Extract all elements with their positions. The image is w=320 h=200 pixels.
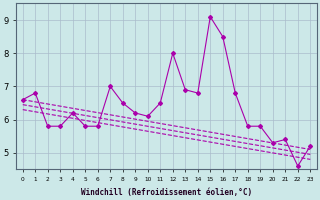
- X-axis label: Windchill (Refroidissement éolien,°C): Windchill (Refroidissement éolien,°C): [81, 188, 252, 197]
